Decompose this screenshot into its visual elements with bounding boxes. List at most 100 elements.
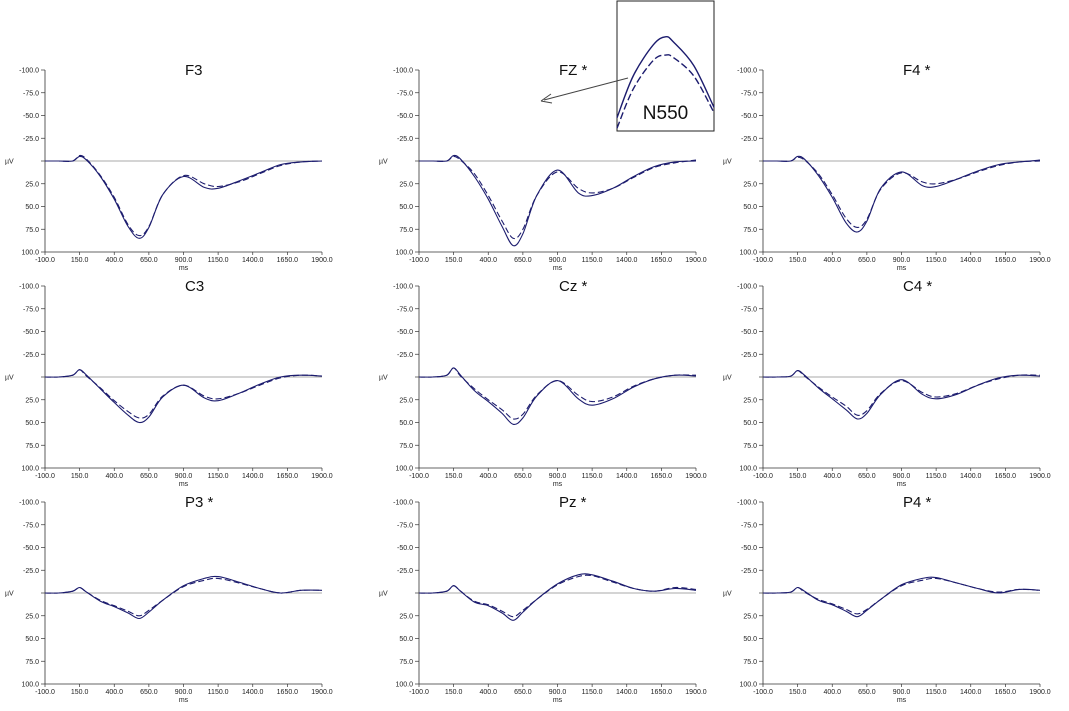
x-tick-label: 1400.0 (960, 473, 982, 480)
x-tick-label: 650.0 (858, 473, 876, 480)
y-tick-label: 75.0 (25, 659, 39, 666)
y-tick-label: 100.0 (21, 682, 39, 689)
y-tick-label: 25.0 (25, 181, 39, 188)
y-tick-label: 25.0 (743, 613, 757, 620)
x-tick-label: 900.0 (893, 257, 911, 264)
x-axis-label: ms (897, 265, 907, 272)
x-axis-label: ms (553, 697, 563, 704)
y-axis-label: µV (5, 159, 14, 166)
x-tick-label: 1150.0 (208, 689, 229, 696)
panel-title: Pz * (559, 494, 587, 511)
y-tick-label: 75.0 (25, 443, 39, 450)
y-tick-label: -25.0 (741, 352, 757, 359)
x-tick-label: 400.0 (105, 473, 123, 480)
x-tick-label: -100.0 (753, 257, 773, 264)
y-axis-label: µV (5, 375, 14, 382)
y-tick-label: 25.0 (25, 613, 39, 620)
y-axis-label: µV (723, 159, 732, 166)
series-line-dashed (762, 577, 1041, 615)
y-tick-label: -25.0 (397, 568, 413, 575)
y-tick-label: 75.0 (399, 659, 413, 666)
x-tick-label: 650.0 (514, 689, 532, 696)
y-tick-label: 75.0 (743, 227, 757, 234)
panel-c3: C3-100.0-75.0-50.0-25.00.025.050.075.010… (5, 278, 333, 488)
inset-series-solid (616, 36, 715, 119)
y-tick-label: -100.0 (19, 284, 39, 291)
y-tick-label: 50.0 (25, 204, 39, 211)
x-axis-label: ms (179, 265, 189, 272)
x-tick-label: 650.0 (140, 473, 158, 480)
x-tick-label: 1400.0 (242, 257, 264, 264)
y-tick-label: 50.0 (399, 636, 413, 643)
y-tick-label: 50.0 (399, 420, 413, 427)
y-tick-label: -100.0 (19, 68, 39, 75)
y-tick-label: 25.0 (743, 397, 757, 404)
panel-title: P3 * (185, 494, 214, 511)
x-tick-label: 1900.0 (311, 689, 333, 696)
inset-label: N550 (643, 103, 688, 124)
y-tick-label: 50.0 (743, 636, 757, 643)
x-tick-label: -100.0 (753, 689, 773, 696)
series-line-dashed (762, 370, 1041, 416)
series-line-dashed (419, 155, 697, 240)
panel-fz: FZ *-100.0-75.0-50.0-25.00.025.050.075.0… (379, 62, 707, 272)
y-tick-label: 100.0 (739, 250, 757, 257)
x-tick-label: 150.0 (71, 473, 89, 480)
y-tick-label: -75.0 (23, 522, 39, 529)
x-tick-label: 400.0 (105, 257, 123, 264)
y-tick-label: 25.0 (399, 613, 413, 620)
x-tick-label: 900.0 (175, 689, 193, 696)
x-tick-label: 400.0 (479, 257, 497, 264)
panel-c4: C4 *-100.0-75.0-50.0-25.00.025.050.075.0… (723, 278, 1051, 488)
y-tick-label: 75.0 (743, 443, 757, 450)
inset-frame (616, 0, 715, 132)
x-tick-label: 1900.0 (1029, 257, 1051, 264)
series-line-dashed (44, 369, 323, 419)
x-tick-label: 650.0 (514, 473, 532, 480)
y-tick-label: -100.0 (737, 284, 757, 291)
series-line-dashed (418, 367, 697, 420)
x-tick-label: 400.0 (823, 689, 841, 696)
x-tick-label: 150.0 (789, 689, 807, 696)
y-tick-label: 50.0 (25, 420, 39, 427)
x-axis-label: ms (897, 697, 907, 704)
x-tick-label: 1900.0 (311, 257, 333, 264)
panel-title: F3 (185, 62, 203, 79)
y-tick-label: 75.0 (25, 227, 39, 234)
x-tick-label: 1150.0 (926, 473, 947, 480)
x-axis-label: ms (179, 481, 189, 488)
y-tick-label: -75.0 (741, 90, 757, 97)
x-tick-label: 1150.0 (926, 689, 947, 696)
y-tick-label: -75.0 (397, 522, 413, 529)
x-tick-label: 1150.0 (208, 473, 229, 480)
x-tick-label: 900.0 (549, 473, 567, 480)
y-tick-label: 100.0 (21, 466, 39, 473)
y-tick-label: 100.0 (395, 682, 413, 689)
x-tick-label: 900.0 (175, 257, 193, 264)
series-line-solid (44, 575, 323, 620)
y-axis-label: µV (379, 375, 388, 382)
x-tick-label: -100.0 (753, 473, 773, 480)
series-line-dashed (45, 154, 323, 237)
x-tick-label: 650.0 (140, 257, 158, 264)
y-axis-label: µV (723, 591, 732, 598)
series-line-dashed (44, 577, 323, 617)
x-tick-label: 650.0 (514, 257, 532, 264)
x-tick-label: 1650.0 (651, 689, 673, 696)
y-tick-label: -50.0 (397, 113, 413, 120)
x-tick-label: 150.0 (445, 473, 463, 480)
y-tick-label: -25.0 (23, 136, 39, 143)
y-tick-label: -25.0 (23, 568, 39, 575)
y-axis-label: µV (379, 159, 388, 166)
y-tick-label: -100.0 (393, 284, 413, 291)
y-tick-label: 25.0 (399, 397, 413, 404)
x-tick-label: 1150.0 (582, 473, 603, 480)
y-tick-label: 50.0 (743, 420, 757, 427)
y-tick-label: -50.0 (741, 113, 757, 120)
x-tick-label: -100.0 (409, 473, 429, 480)
series-line-solid (762, 370, 1041, 420)
y-tick-label: 50.0 (399, 204, 413, 211)
y-tick-label: -25.0 (397, 136, 413, 143)
panel-title: P4 * (903, 494, 932, 511)
series-line-solid (763, 155, 1041, 233)
